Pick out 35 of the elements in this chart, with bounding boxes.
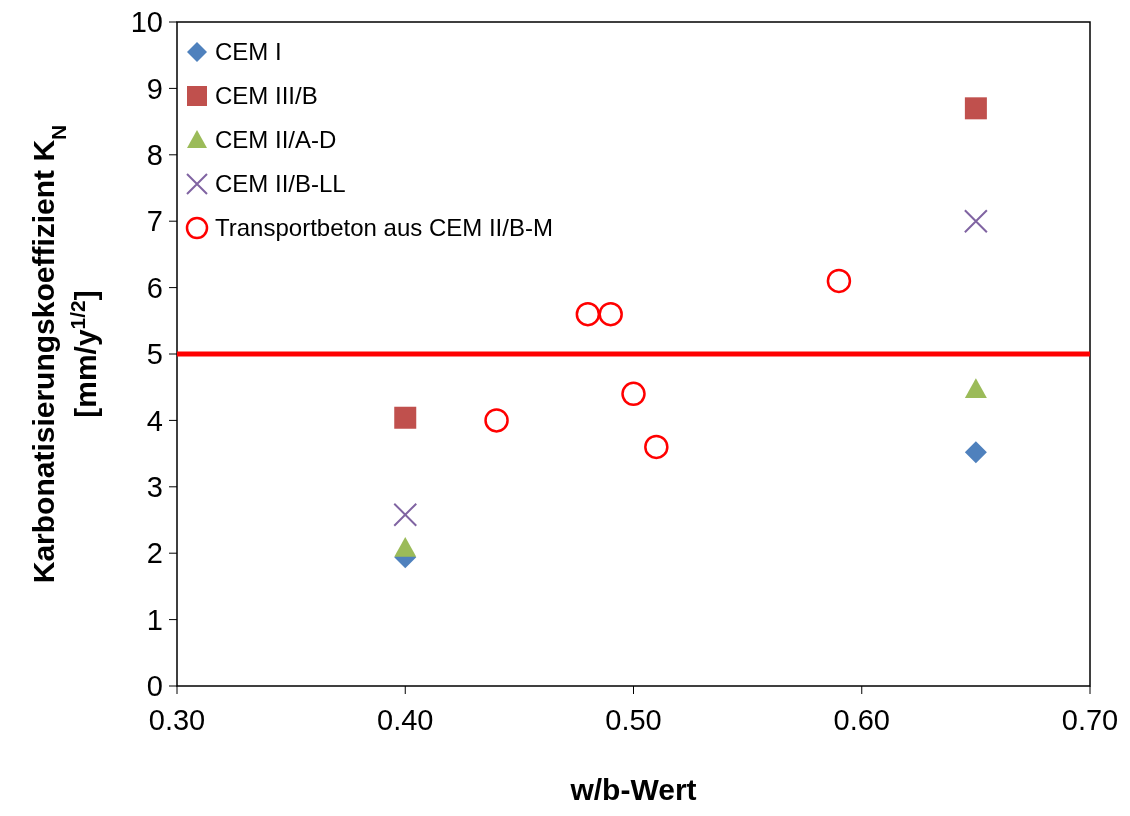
point xyxy=(964,378,987,398)
x-tick-label: 0.30 xyxy=(148,704,206,736)
legend-label: CEM II/B-LL xyxy=(215,170,346,198)
point xyxy=(963,209,988,234)
legend-label: CEM III/B xyxy=(215,82,318,110)
legend-label: Transportbeton aus CEM II/B-M xyxy=(215,214,553,242)
y-tick-label: 7 xyxy=(146,205,163,238)
y-tick-label: 5 xyxy=(146,338,163,371)
legend-label: CEM II/A-D xyxy=(215,126,337,154)
point xyxy=(621,381,646,407)
x-tick-label: 0.70 xyxy=(1061,704,1119,736)
y-tick-label: 10 xyxy=(130,6,163,39)
point xyxy=(393,502,418,527)
x-tick-label: 0.40 xyxy=(377,704,434,736)
y-tick-label: 2 xyxy=(146,537,163,570)
y-tick-label: 9 xyxy=(146,72,163,105)
point xyxy=(826,268,852,294)
point xyxy=(394,536,417,557)
y-tick-label: 4 xyxy=(146,404,163,437)
point xyxy=(964,97,987,120)
point xyxy=(575,301,601,327)
point xyxy=(394,406,417,429)
legend-label: CEM I xyxy=(215,38,282,66)
y-tick-label: 8 xyxy=(146,138,163,171)
y-tick-label: 6 xyxy=(146,271,163,304)
y-tick-label: 0 xyxy=(146,670,163,703)
x-tick-label: 0.60 xyxy=(833,704,890,736)
point xyxy=(644,434,669,460)
y-tick-label: 3 xyxy=(146,470,163,503)
x-axis-title: w/b-Wert xyxy=(569,773,697,806)
x-tick-label: 0.50 xyxy=(605,704,662,736)
y-tick-label: 1 xyxy=(146,603,163,636)
point xyxy=(598,301,623,327)
point xyxy=(964,441,987,464)
point xyxy=(484,408,509,433)
